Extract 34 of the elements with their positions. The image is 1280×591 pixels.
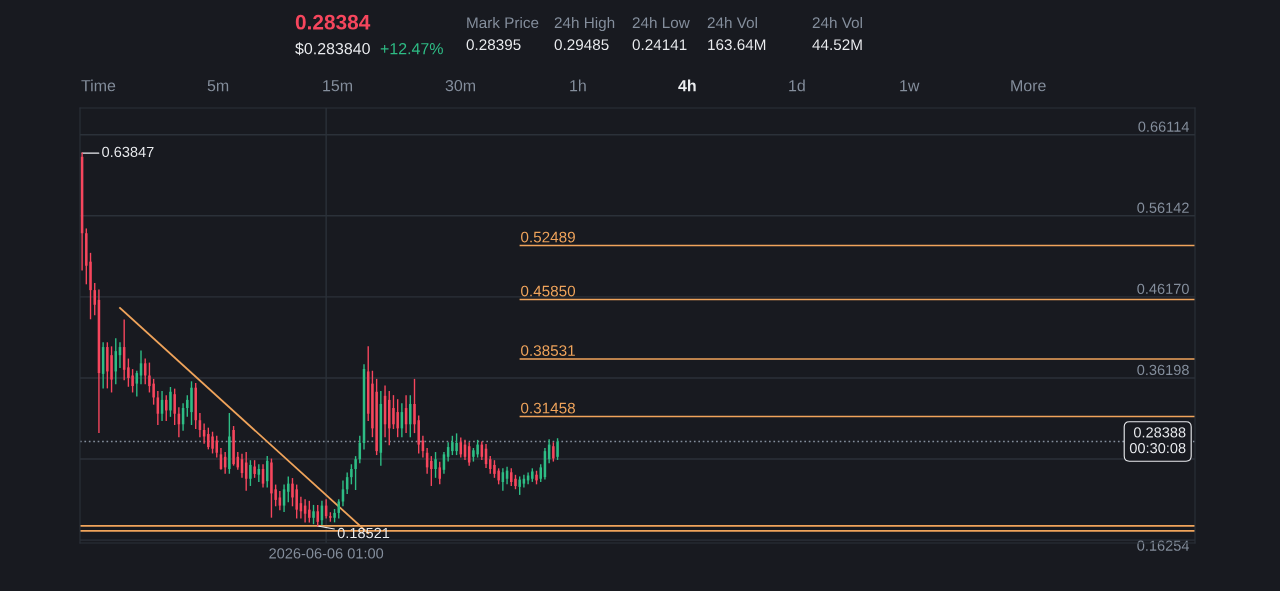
text: 24h Vol	[707, 16, 757, 29]
text: 4h	[678, 79, 696, 92]
text: More	[1011, 80, 1046, 92]
text: Time	[81, 79, 116, 92]
y-tick-label: 0.66114	[1138, 121, 1190, 132]
text: 24h Vol	[812, 16, 862, 29]
text: 0.29485	[554, 39, 609, 51]
ref-line-label: 0.52489	[521, 231, 575, 243]
text: 0.28384	[295, 14, 371, 30]
text: +12.47%	[380, 42, 443, 55]
text: 1h	[570, 79, 586, 92]
y-tick-label: 0.46170	[1137, 283, 1189, 294]
text: 1w	[900, 80, 920, 92]
ref-line-label: 0.31458	[521, 402, 575, 414]
annotation: 0.63847	[102, 146, 154, 158]
text: 30m	[445, 79, 476, 92]
text: 5m	[207, 80, 229, 92]
text: 24h High	[554, 16, 615, 32]
y-tick-label: 0.56142	[1137, 202, 1189, 213]
text: 1d	[789, 79, 805, 92]
y-tick-label: 0.36198	[1137, 364, 1189, 376]
text: 15m	[323, 80, 353, 92]
text: Mark Price	[467, 16, 539, 29]
text: 163.64M	[708, 39, 766, 51]
ref-line-label: 0.38531	[521, 345, 575, 356]
text: 24h Low	[632, 16, 690, 29]
text: 44.52M	[812, 39, 862, 51]
text: 0.24141	[632, 39, 687, 51]
ref-line-label: 0.45850	[521, 285, 576, 297]
ref-line-label: 0.28388 00:30:08	[1129, 427, 1186, 454]
x-tick-label: 2026-06-06 01:00	[269, 548, 384, 559]
text: $0.283840	[295, 42, 370, 56]
y-tick-label: 0.16254	[1137, 540, 1190, 551]
text: 0.28395	[466, 39, 521, 51]
